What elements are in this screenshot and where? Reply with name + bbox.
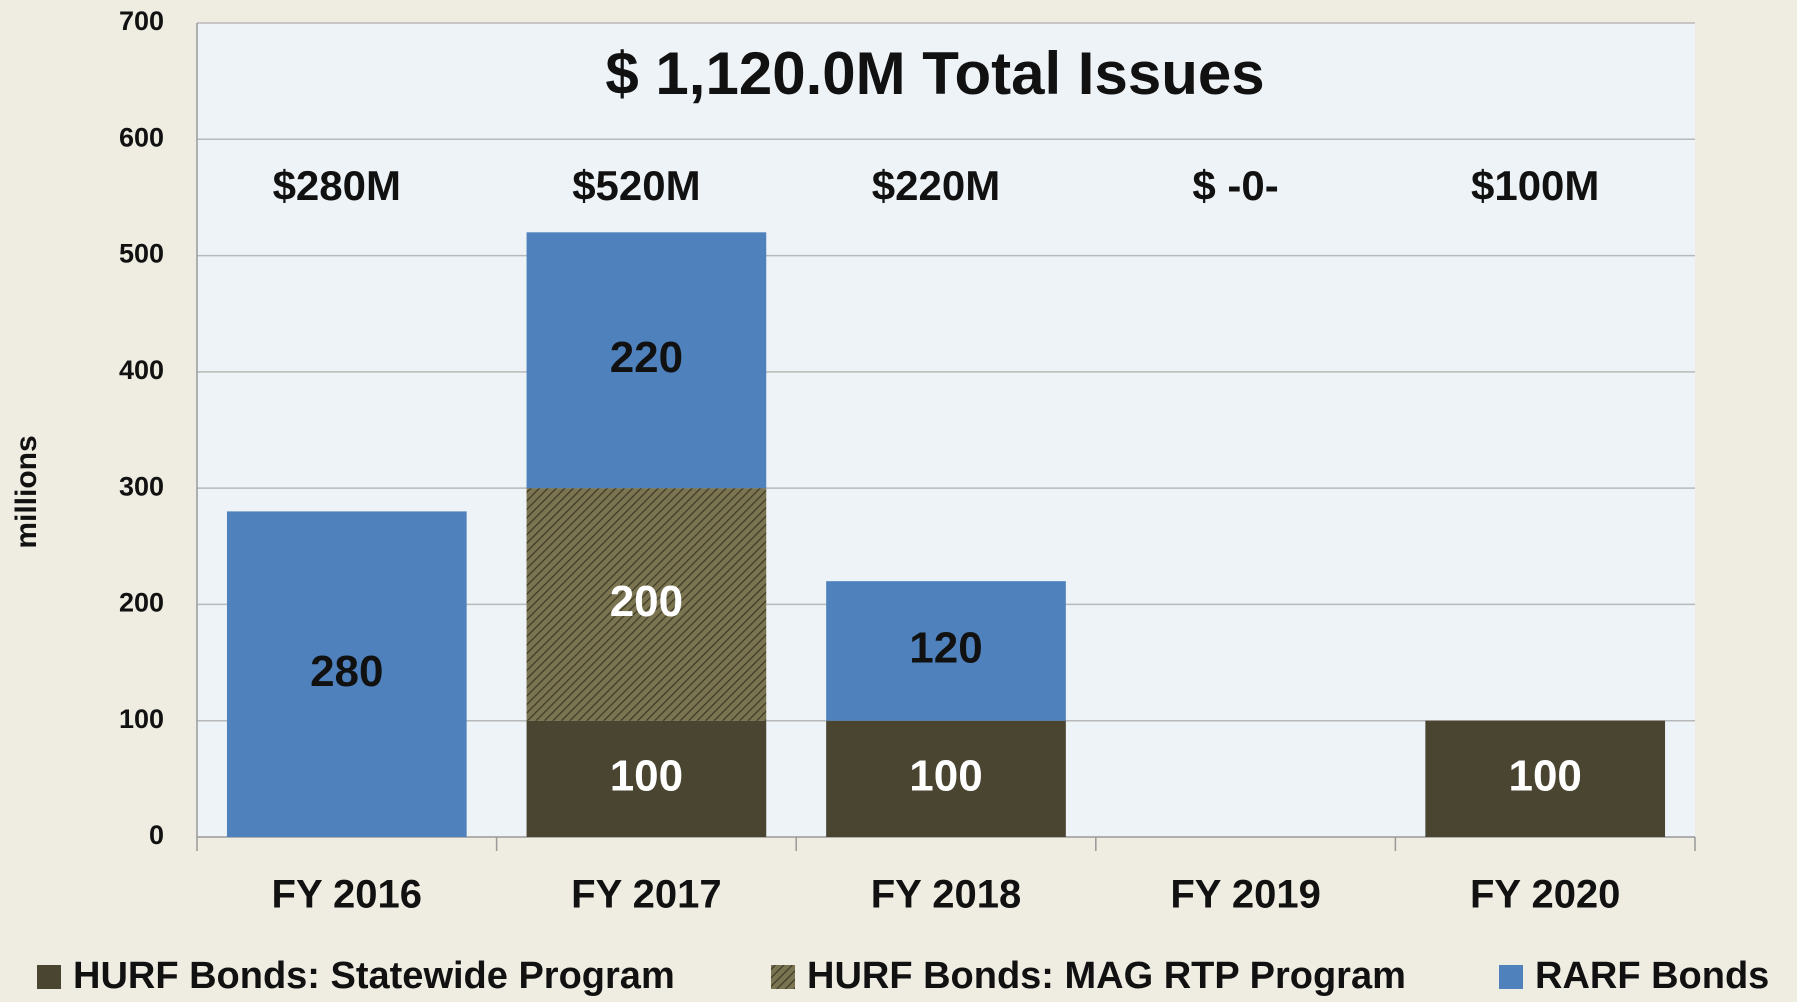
- y-tick-label: 100: [119, 704, 164, 734]
- x-tick-label: FY 2016: [272, 873, 423, 917]
- y-tick-label: 200: [119, 588, 164, 618]
- x-tick-label: FY 2020: [1470, 873, 1621, 917]
- data-label: 100: [909, 751, 982, 800]
- bar-segment: [1425, 720, 1666, 837]
- legend-swatch: [37, 965, 61, 989]
- x-tick-label: FY 2018: [871, 873, 1022, 917]
- legend-label: RARF Bonds: [1535, 955, 1769, 997]
- chart-title: $ 1,120.0M Total Issues: [605, 40, 1264, 107]
- legend-label: HURF Bonds: Statewide Program: [73, 955, 675, 997]
- total-annotation: $520M: [572, 162, 700, 209]
- legend-swatch: [771, 965, 795, 989]
- legend-label: HURF Bonds: MAG RTP Program: [807, 955, 1406, 997]
- bar-segment: [526, 488, 767, 721]
- data-label: 120: [909, 624, 982, 673]
- bar-segment: [826, 581, 1066, 721]
- bar-segment: [826, 720, 1066, 837]
- x-tick-label: FY 2019: [1170, 873, 1321, 917]
- y-tick-label: 600: [119, 122, 164, 152]
- total-annotation: $100M: [1471, 162, 1599, 209]
- bar-segment: [526, 720, 767, 837]
- data-label: 200: [610, 577, 683, 626]
- data-label: 280: [310, 647, 383, 696]
- y-tick-label: 500: [119, 239, 164, 269]
- y-tick-label: 700: [119, 6, 164, 36]
- y-tick-label: 400: [119, 355, 164, 385]
- y-tick-label: 300: [119, 471, 164, 501]
- data-label: 100: [1508, 751, 1581, 800]
- total-annotation: $280M: [273, 162, 401, 209]
- data-label: 100: [610, 751, 683, 800]
- y-tick-label: 0: [149, 820, 164, 850]
- total-annotation: $220M: [872, 162, 1000, 209]
- total-annotation: $ -0-: [1192, 162, 1278, 209]
- legend-swatch: [1499, 965, 1523, 989]
- y-axis-label: millions: [10, 435, 43, 548]
- x-tick-label: FY 2017: [571, 873, 722, 917]
- bar-segment: [226, 511, 467, 837]
- bar-segment: [526, 232, 767, 489]
- data-label: 220: [610, 333, 683, 382]
